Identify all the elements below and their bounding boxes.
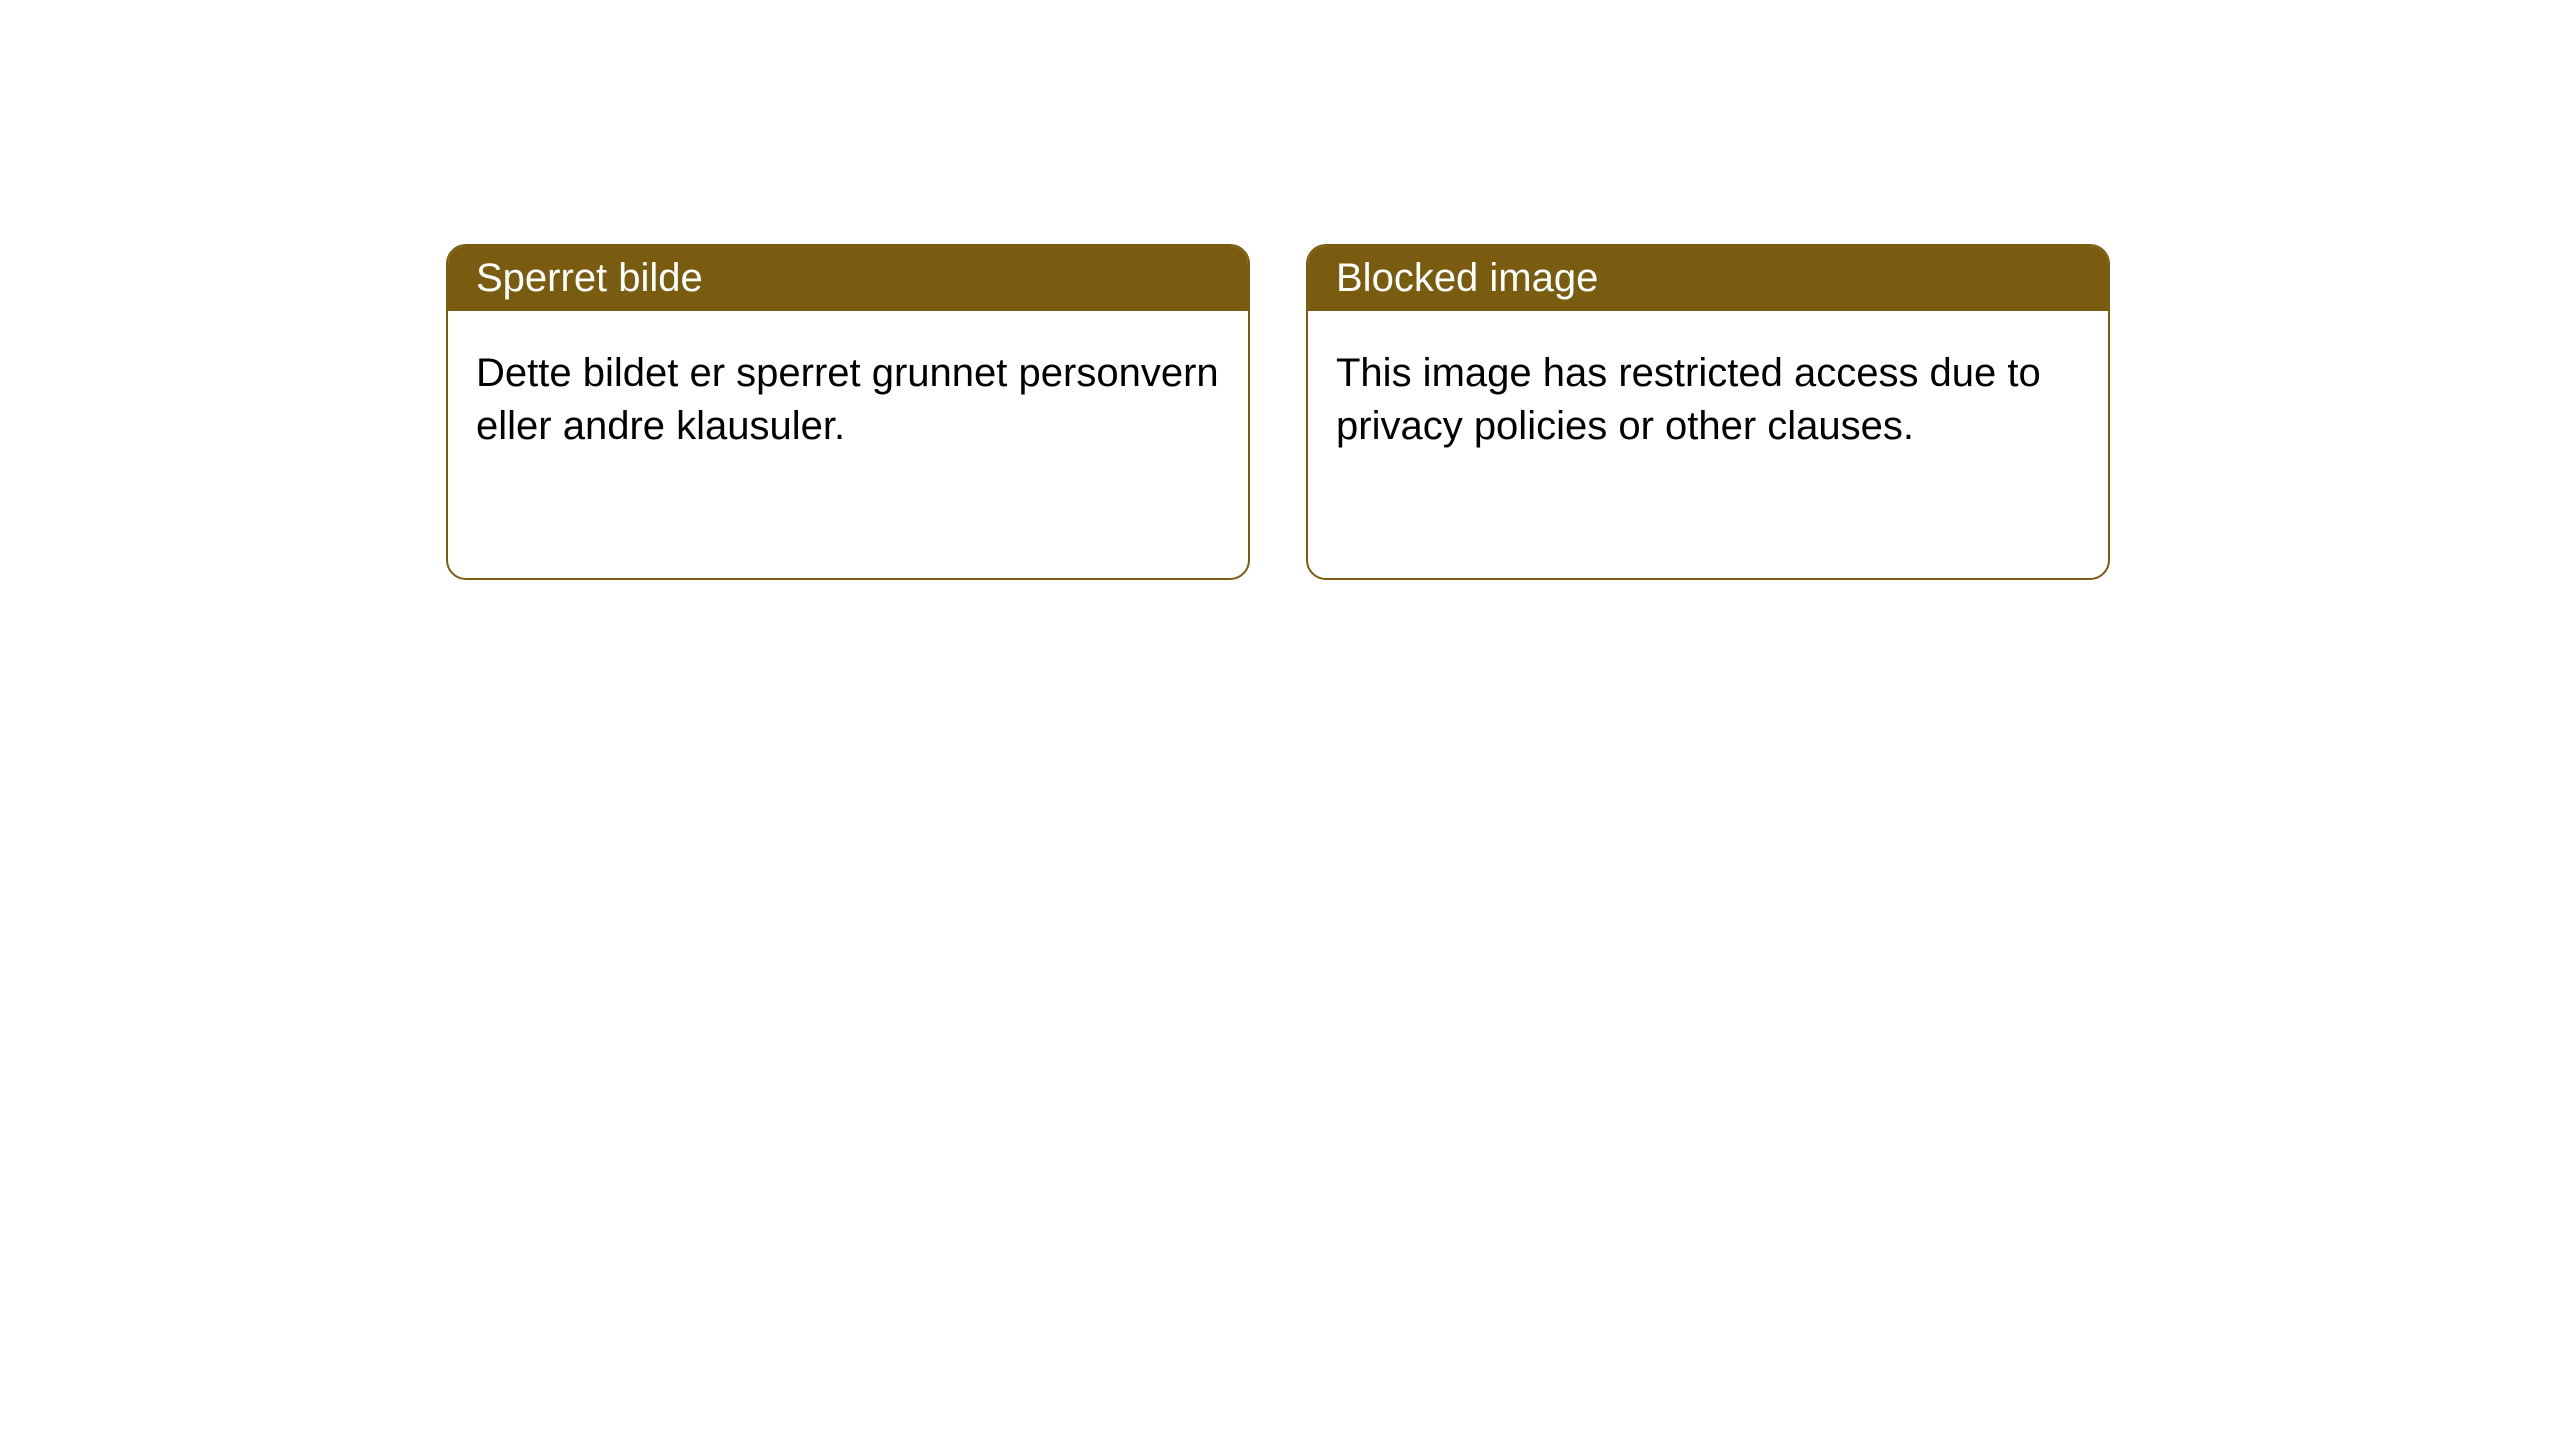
blocked-image-card-en: Blocked image This image has restricted …: [1306, 244, 2110, 580]
card-header: Sperret bilde: [448, 246, 1248, 311]
card-header: Blocked image: [1308, 246, 2108, 311]
card-body-text: Dette bildet er sperret grunnet personve…: [476, 351, 1219, 448]
blocked-image-card-no: Sperret bilde Dette bildet er sperret gr…: [446, 244, 1250, 580]
card-body: Dette bildet er sperret grunnet personve…: [448, 311, 1248, 489]
card-body: This image has restricted access due to …: [1308, 311, 2108, 489]
card-title: Blocked image: [1336, 256, 1598, 300]
card-title: Sperret bilde: [476, 256, 703, 300]
card-body-text: This image has restricted access due to …: [1336, 351, 2041, 448]
cards-container: Sperret bilde Dette bildet er sperret gr…: [0, 0, 2560, 580]
